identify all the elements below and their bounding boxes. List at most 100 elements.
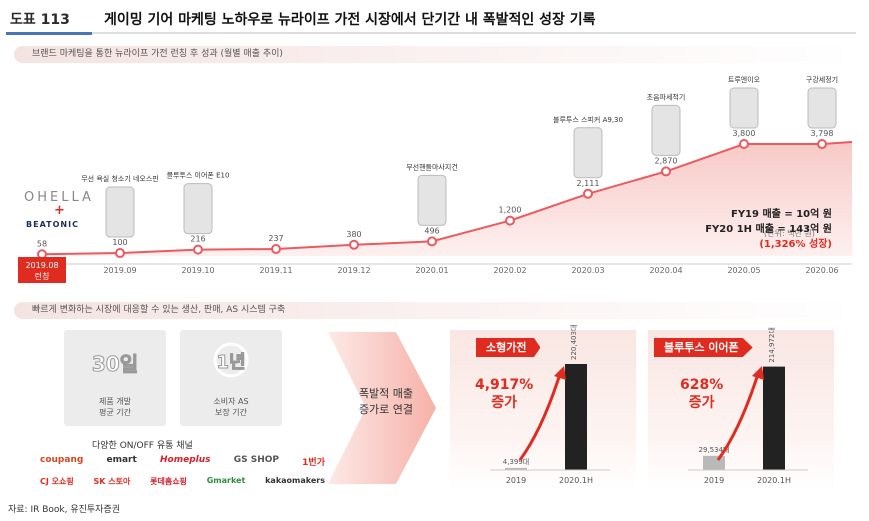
revenue-area <box>42 142 852 256</box>
clock-icon <box>213 342 249 378</box>
section2-title: 빠르게 변화하는 시장에 대응할 수 있는 생산, 판매, AS 시스템 구축 <box>14 302 856 319</box>
figure-number: 도표 113 <box>10 12 70 28</box>
channels-row2: CJ 오쇼핑 SK 스토아 롯데홈쇼핑 Gmarket kakaomakers <box>40 476 325 487</box>
data-point <box>271 244 281 255</box>
x-tick-label: 2019.12 <box>337 266 370 275</box>
data-label: 58 <box>37 239 47 248</box>
data-point <box>115 248 125 259</box>
tag-small-appliance: 소형가전 <box>476 338 541 357</box>
product-label: 무선 욕실 청소기 네오스핀 <box>81 174 159 183</box>
lotte-logo: 롯데홈쇼핑 <box>150 477 187 486</box>
arrow-text-line2: 증가로 연결 <box>358 403 414 416</box>
product-label: 초음파세척기 <box>647 92 686 101</box>
product-image <box>183 183 213 235</box>
data-point <box>739 139 749 149</box>
unit-label: (단위: 백만 원) <box>764 229 815 238</box>
note-fy19: FY19 매출 = 10억 원 <box>730 209 832 220</box>
source-note: 자료: IR Book, 유진투자증권 <box>8 505 121 515</box>
data-label: 100 <box>112 238 127 247</box>
data-label: 2,870 <box>655 156 678 165</box>
x-tick-label: 2019.08 <box>25 261 58 270</box>
arrow-text-line1: 폭발적 매출 <box>358 387 414 400</box>
note-fy20: FY20 1H 매출 = 143억 원 <box>705 224 832 235</box>
arrow-text: 폭발적 매출 증가로 연결 <box>340 386 432 418</box>
channels-row1: coupang emart Homeplus GS SHOP 1번가 <box>40 455 325 468</box>
header-divider-accent <box>6 32 92 35</box>
section1-title: 브랜드 마케팅을 통한 뉴라이프 가전 런칭 후 성과 (월별 매출 추이) <box>14 46 856 63</box>
ohella-logo: OHELLA <box>24 190 94 205</box>
product-image <box>651 104 681 156</box>
product-label: 트루엔이오 <box>728 75 761 84</box>
dev-period-line2: 평균 기간 <box>99 408 131 417</box>
bar-value-label: 214,972대 <box>768 327 776 362</box>
data-point <box>349 239 359 250</box>
cjo-logo: CJ 오쇼핑 <box>40 477 74 486</box>
growth-small-appliance: 4,917% 증가 <box>475 376 533 412</box>
bar-value-label: 220,403대 <box>570 325 578 360</box>
product-label: 구강세정기 <box>806 75 838 84</box>
growth-arrow <box>518 373 562 461</box>
x-tick-label: 2020.03 <box>571 266 604 275</box>
x-tick-label: 2020.04 <box>649 266 682 275</box>
growth-earphone: 628% 증가 <box>680 376 723 412</box>
header-divider <box>6 32 856 34</box>
growth-small-appliance-word: 증가 <box>491 395 518 411</box>
bar <box>565 364 587 470</box>
product-image <box>417 174 447 226</box>
data-label: 237 <box>268 234 283 243</box>
gmarket-logo: Gmarket <box>206 476 246 485</box>
plus-icon: + <box>54 203 65 218</box>
data-label: 2,111 <box>577 179 600 188</box>
x-tick-label: 2020.1H <box>757 476 791 485</box>
coupang-logo: coupang <box>40 455 84 465</box>
dev-period-label: 제품 개발 평균 기간 <box>64 396 166 418</box>
as-period-box: 1년 소비자 AS 보장 기간 <box>180 330 282 426</box>
data-label: 3,798 <box>811 129 834 138</box>
revenue-line <box>41 141 853 256</box>
growth-small-appliance-pct: 4,917% <box>475 377 534 393</box>
dev-period-line1: 제품 개발 <box>99 397 131 406</box>
x-tick-label: 런칭 <box>35 271 50 281</box>
emart-logo: emart <box>106 455 137 465</box>
skstoa-logo: SK 스토아 <box>93 477 131 486</box>
data-label: 3,800 <box>733 129 756 138</box>
growth-arrowhead <box>554 366 566 380</box>
product-label: 무선핸들마사지건 <box>406 162 458 171</box>
channels-title: 다양한 ON/OFF 유통 채널 <box>92 441 193 451</box>
growth-arrowhead <box>752 366 764 380</box>
x-tick-label: 2019.10 <box>181 266 214 275</box>
x-tick-label: 2019 <box>704 476 724 485</box>
x-tick-label: 2019.09 <box>103 266 136 275</box>
beatonic-logo: BEATONIC <box>26 220 79 229</box>
x-tick-label: 2020.1H <box>559 476 593 485</box>
bar <box>703 455 725 470</box>
as-period-label: 소비자 AS 보장 기간 <box>180 396 282 418</box>
launch-tag <box>18 257 66 283</box>
data-point <box>817 139 827 150</box>
x-tick-label: 2020.01 <box>415 266 448 275</box>
dev-period-box: 30일 제품 개발 평균 기간 <box>64 330 166 426</box>
sales-notes: FY19 매출 = 10억 원 FY20 1H 매출 = 143억 원 (1,3… <box>700 207 832 252</box>
data-point <box>661 166 671 177</box>
bar <box>763 366 785 470</box>
tag-earphone: 블루투스 이어폰 <box>654 338 753 357</box>
bar-value-label: 4,399대 <box>503 458 529 466</box>
bar-value-label: 29,534대 <box>699 446 730 454</box>
x-tick-label: 2019 <box>506 476 526 485</box>
data-label: 380 <box>346 230 361 239</box>
as-period-line2: 보장 기간 <box>215 408 247 417</box>
growth-arrow <box>716 373 760 461</box>
data-point <box>583 188 593 199</box>
gsshop-logo: GS SHOP <box>233 455 279 465</box>
product-image <box>105 186 135 238</box>
data-point <box>427 236 437 247</box>
data-label: 496 <box>424 226 439 235</box>
x-tick-label: 2019.11 <box>259 266 292 275</box>
data-label: 216 <box>190 235 205 244</box>
bar <box>505 467 527 470</box>
product-label: 블루투스 스피커 A9,30 <box>553 115 623 124</box>
product-label: 블루투스 이어폰 E10 <box>167 171 230 180</box>
x-tick-label: 2020.05 <box>727 266 760 275</box>
as-period-value: 1년 <box>216 352 246 374</box>
product-image <box>729 87 759 129</box>
